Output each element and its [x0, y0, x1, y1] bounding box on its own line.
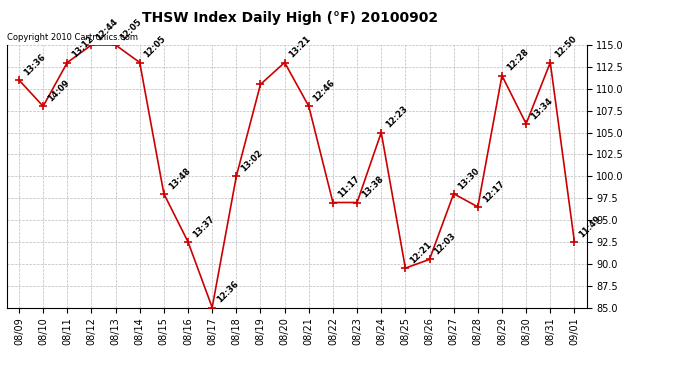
Text: 12:46: 12:46 — [312, 78, 337, 104]
Text: 11:17: 11:17 — [336, 174, 361, 200]
Text: 12:36: 12:36 — [215, 279, 240, 305]
Text: 12:05: 12:05 — [119, 17, 144, 42]
Text: 14:09: 14:09 — [46, 78, 71, 104]
Text: THSW Index Daily High (°F) 20100902: THSW Index Daily High (°F) 20100902 — [141, 11, 438, 25]
Text: 13:30: 13:30 — [457, 166, 482, 191]
Text: 12:50: 12:50 — [553, 34, 578, 60]
Text: 12:23: 12:23 — [384, 105, 409, 130]
Text: 12:03: 12:03 — [433, 231, 457, 256]
Text: 12:21: 12:21 — [408, 240, 433, 266]
Text: 13:02: 13:02 — [239, 148, 264, 174]
Text: 13:38: 13:38 — [360, 175, 385, 200]
Text: 12:28: 12:28 — [505, 48, 530, 73]
Text: Copyright 2010 Cartronics.com: Copyright 2010 Cartronics.com — [7, 33, 138, 42]
Text: 12:17: 12:17 — [481, 179, 506, 204]
Text: 13:21: 13:21 — [288, 34, 313, 60]
Text: 13:34: 13:34 — [529, 96, 554, 121]
Text: 11:49: 11:49 — [578, 214, 602, 239]
Text: 13:36: 13:36 — [22, 52, 47, 77]
Text: 13:48: 13:48 — [167, 166, 192, 191]
Text: 13:37: 13:37 — [191, 214, 216, 239]
Text: 12:05: 12:05 — [143, 34, 168, 60]
Text: 12:44: 12:44 — [95, 17, 119, 42]
Text: 13:12: 13:12 — [70, 34, 95, 60]
